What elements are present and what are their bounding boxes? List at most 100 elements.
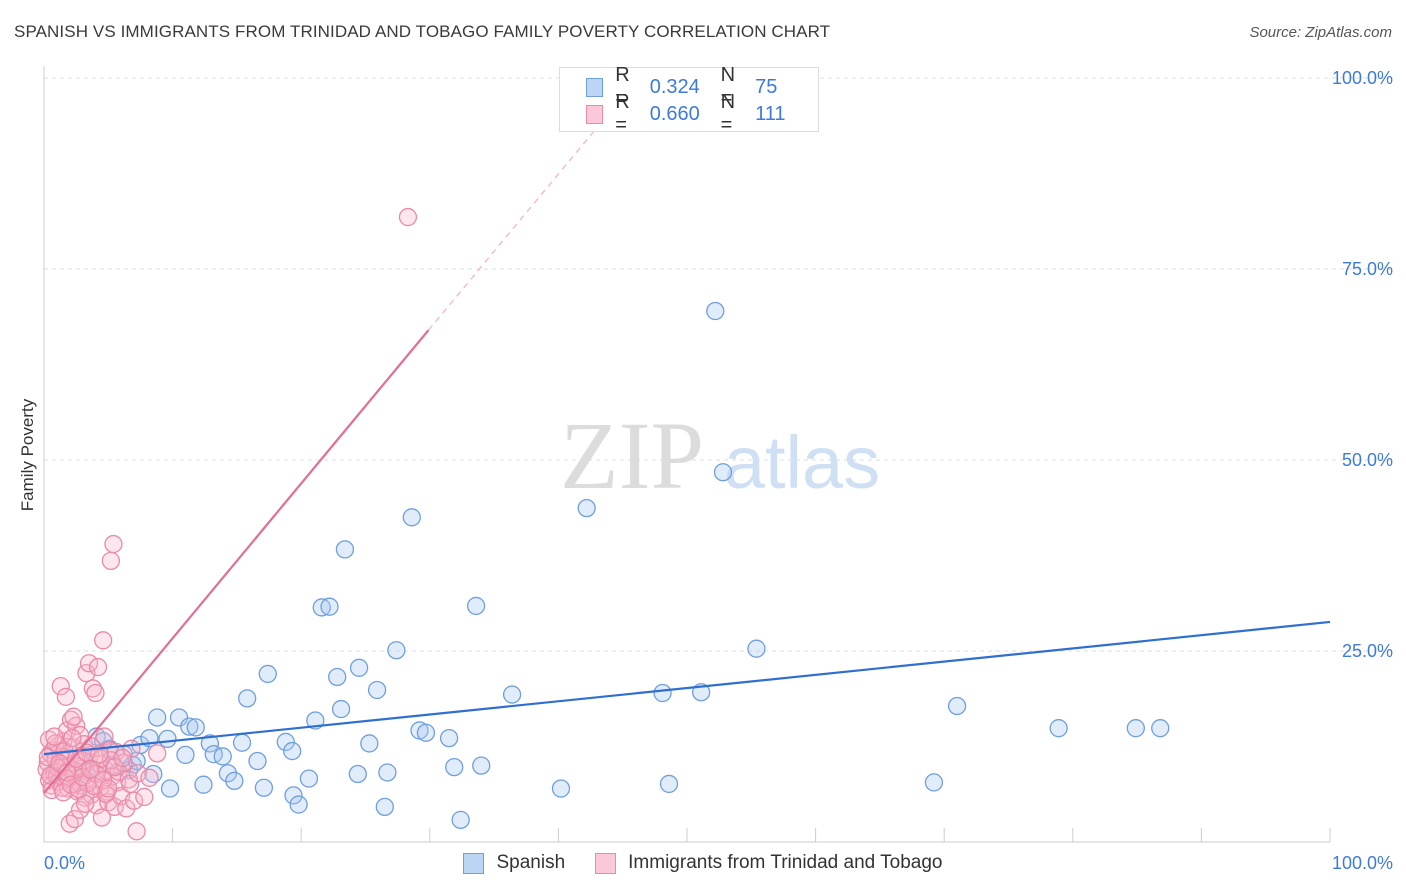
watermark-zip: ZIP (560, 402, 704, 509)
y-tick-label: 25.0% (1342, 641, 1393, 661)
data-point (439, 728, 459, 748)
legend-r-label: R = (615, 91, 630, 136)
data-point (127, 822, 146, 841)
data-point (502, 685, 522, 704)
data-point (238, 689, 257, 708)
y-axis-label: Family Poverty (18, 398, 37, 512)
data-point (320, 597, 339, 616)
data-point (99, 779, 118, 798)
data-point (577, 498, 596, 518)
data-point (94, 631, 113, 650)
data-point (924, 773, 944, 792)
legend-swatch-trinidad (586, 104, 604, 124)
data-point (283, 741, 302, 761)
data-point (289, 795, 308, 814)
axes (43, 66, 1331, 843)
legend-r-value: 0.660 (649, 102, 700, 125)
data-point (186, 718, 205, 737)
data-point (331, 699, 351, 719)
legend: R = 0.324 N = 75 R = 0.660 N = 111 (559, 64, 819, 136)
data-point (328, 667, 347, 687)
data-point (160, 779, 180, 798)
data-point (713, 463, 733, 482)
data-point (1049, 719, 1068, 738)
series-trinidad-tobago (37, 207, 418, 841)
legend-n-value: 111 (755, 102, 786, 125)
data-point (258, 664, 277, 684)
trend-line (43, 620, 1331, 756)
data-point (79, 654, 99, 673)
data-point (95, 727, 114, 746)
series-spanish (47, 301, 1170, 829)
legend-swatch-spanish (586, 77, 604, 97)
legend-r-value: 0.324 (649, 75, 700, 98)
data-point (117, 799, 136, 818)
data-point (387, 641, 406, 660)
data-point (64, 707, 83, 726)
data-point (276, 732, 295, 752)
legend-n-value: 75 (755, 75, 778, 98)
data-point (299, 769, 319, 788)
data-point (88, 657, 108, 677)
data-point (472, 756, 491, 775)
legend-row-trinidad: R = 0.660 N = 111 (586, 91, 818, 136)
data-point (148, 708, 167, 727)
data-point (1126, 719, 1145, 738)
bottom-legend-spanish: Spanish (463, 852, 565, 874)
data-point (398, 207, 418, 227)
data-point (200, 734, 220, 753)
trend-line (43, 329, 430, 794)
data-point (1151, 719, 1170, 738)
data-point (51, 676, 70, 696)
source-label: Source: ZipAtlas.com (1249, 24, 1392, 41)
legend-n-label: N = (720, 91, 736, 136)
data-point (113, 748, 132, 768)
data-point (335, 540, 355, 559)
watermark-atlas: atlas (724, 421, 880, 504)
data-point (86, 683, 105, 703)
data-point (445, 757, 464, 777)
data-point (225, 771, 244, 791)
data-point (105, 797, 124, 817)
data-point (63, 728, 82, 748)
data-point (56, 687, 76, 706)
data-point (140, 768, 159, 787)
data-point (194, 775, 213, 794)
data-point (101, 551, 121, 570)
data-point (248, 751, 267, 771)
bottom-legend-label-spanish: Spanish (496, 852, 566, 873)
tick-labels: 25.0% 50.0% 75.0% 100.0% 0.0% 100.0% (44, 68, 1393, 873)
data-point (416, 723, 436, 742)
y-tick-label: 100.0% (1332, 68, 1393, 88)
data-point (284, 786, 303, 805)
data-point (551, 779, 571, 798)
legend-n-label: N = (720, 64, 736, 109)
data-point (65, 809, 85, 829)
data-point (124, 791, 144, 810)
data-point (85, 777, 104, 796)
bottom-legend-swatch-spanish (463, 852, 485, 874)
x-tick-label: 0.0% (44, 853, 85, 873)
data-point (213, 747, 232, 766)
x-tick-label: 100.0% (1332, 853, 1393, 873)
data-point (92, 808, 112, 827)
data-point (451, 810, 470, 829)
data-point (128, 764, 148, 783)
trend-line-extension (428, 127, 598, 331)
data-point (105, 757, 124, 777)
y-tick-label: 75.0% (1342, 259, 1393, 279)
data-point (375, 797, 394, 817)
data-point (54, 783, 73, 802)
chart-title: SPANISH VS IMMIGRANTS FROM TRINIDAD AND … (14, 22, 831, 41)
data-point (706, 301, 725, 321)
data-point (747, 639, 766, 658)
data-point (169, 708, 189, 727)
data-point (349, 658, 369, 677)
legend-r-label: R = (615, 64, 630, 109)
data-point (367, 680, 387, 700)
data-point (176, 745, 195, 765)
data-point (148, 744, 167, 763)
data-point (81, 760, 100, 779)
bottom-legend-trinidad: Immigrants from Trinidad and Tobago (595, 852, 943, 874)
data-point (180, 717, 199, 736)
